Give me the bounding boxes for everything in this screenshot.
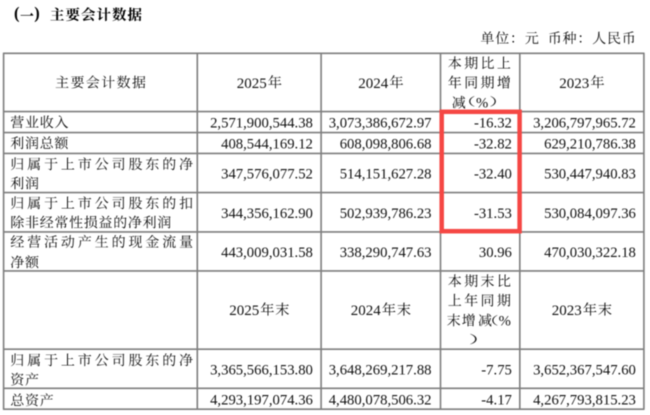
svg-text:-32.82: -32.82	[474, 137, 512, 153]
svg-text:3,206,797,965.72: 3,206,797,965.72	[533, 116, 636, 132]
svg-text:4,267,793,815.23: 4,267,793,815.23	[533, 393, 636, 409]
svg-text:2023: 2023	[559, 76, 589, 92]
svg-text:%: %	[476, 96, 488, 112]
svg-text:2025: 2025	[229, 303, 259, 319]
svg-text:470,030,322.18: 470,030,322.18	[544, 245, 636, 261]
svg-text:344,356,162.90: 344,356,162.90	[221, 206, 313, 222]
svg-text:(: (	[14, 4, 19, 23]
svg-text:2024: 2024	[351, 303, 382, 319]
svg-text:4,480,078,506.32: 4,480,078,506.32	[329, 393, 432, 409]
svg-text:608,098,806.68: 608,098,806.68	[340, 137, 432, 153]
svg-text:514,151,627.28: 514,151,627.28	[340, 167, 432, 183]
svg-text:338,290,747.63: 338,290,747.63	[340, 245, 432, 261]
svg-text:530,447,940.83: 530,447,940.83	[544, 167, 636, 183]
svg-text:2024: 2024	[358, 76, 389, 92]
svg-text:443,009,031.58: 443,009,031.58	[221, 245, 313, 261]
svg-text:3,648,269,217.88: 3,648,269,217.88	[329, 362, 432, 378]
svg-text:-7.75: -7.75	[481, 362, 512, 378]
svg-text:530,084,097.36: 530,084,097.36	[544, 206, 636, 222]
svg-text:-16.32: -16.32	[474, 116, 512, 132]
svg-text:30.96: 30.96	[479, 245, 512, 261]
svg-text:2023: 2023	[552, 303, 582, 319]
svg-text:): )	[34, 4, 39, 23]
svg-text:629,210,786.38: 629,210,786.38	[544, 137, 636, 153]
svg-text:4,293,197,074.36: 4,293,197,074.36	[210, 393, 313, 409]
svg-text:408,544,169.12: 408,544,169.12	[221, 137, 313, 153]
svg-text:3,073,386,672.97: 3,073,386,672.97	[329, 116, 432, 132]
svg-text:502,939,786.23: 502,939,786.23	[340, 206, 432, 222]
svg-text:%: %	[499, 313, 511, 329]
svg-text:-31.53: -31.53	[474, 206, 512, 222]
svg-text:2025: 2025	[237, 76, 267, 92]
svg-text:3,652,367,547.60: 3,652,367,547.60	[533, 362, 636, 378]
svg-text:-4.17: -4.17	[481, 393, 512, 409]
svg-text:-32.40: -32.40	[474, 167, 512, 183]
svg-text:2,571,900,544.38: 2,571,900,544.38	[210, 116, 313, 132]
svg-text:3,365,566,153.80: 3,365,566,153.80	[210, 362, 313, 378]
svg-text:347,576,077.52: 347,576,077.52	[221, 167, 313, 183]
